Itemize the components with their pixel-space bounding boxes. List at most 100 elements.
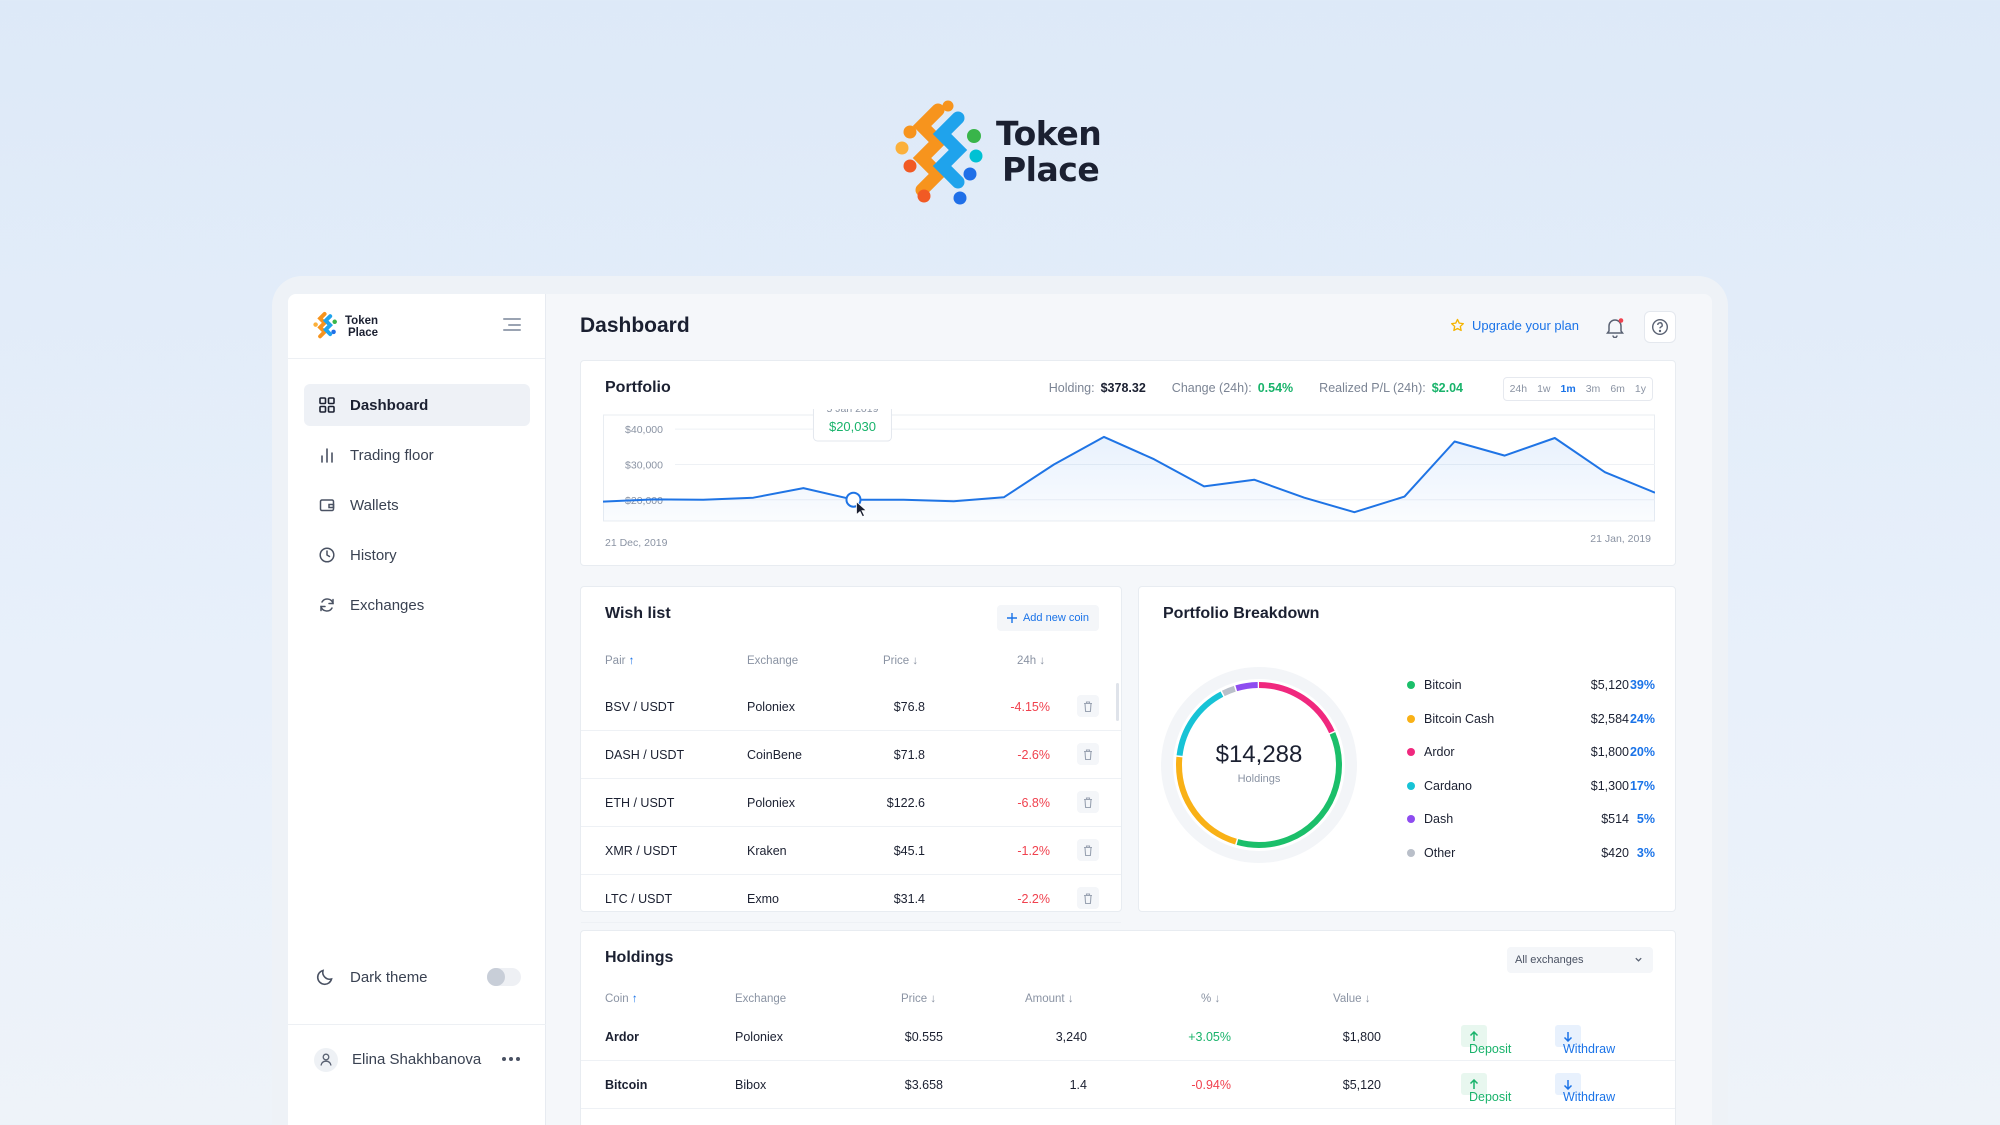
range-1w[interactable]: 1w <box>1537 383 1551 395</box>
chart-point[interactable] <box>797 482 809 494</box>
withdraw-button[interactable]: Withdraw <box>1555 1025 1615 1056</box>
add-new-coin-button[interactable]: Add new coin <box>996 605 1099 631</box>
range-6m[interactable]: 6m <box>1610 383 1625 395</box>
sidebar-item-wallets[interactable]: Wallets <box>304 484 530 526</box>
trash-icon[interactable] <box>1077 791 1099 813</box>
range-3m[interactable]: 3m <box>1585 383 1601 395</box>
sidebar-item-trading-floor[interactable]: Trading floor <box>304 434 530 476</box>
withdraw-button[interactable]: Withdraw <box>1555 1073 1615 1104</box>
holdings-price: $3.658 <box>904 1078 943 1092</box>
holding-value: $378.32 <box>1100 381 1146 395</box>
chart-point[interactable] <box>998 491 1010 503</box>
chart-point[interactable] <box>948 495 960 507</box>
tooltip-date: 5 Jan 2019 <box>826 409 878 415</box>
more-options-icon[interactable] <box>502 1057 520 1061</box>
trash-icon[interactable] <box>1077 695 1099 717</box>
chart-point[interactable] <box>898 494 910 506</box>
holdings-col-pct[interactable]: % ↓ <box>1201 993 1221 1005</box>
wishlist-row[interactable]: BSV / USDT Poloniex $76.8 -4.15% <box>581 683 1121 731</box>
chart-point[interactable] <box>647 493 659 505</box>
trash-icon[interactable] <box>1077 887 1099 909</box>
wishlist-change: -2.6% <box>1017 748 1050 762</box>
sort-icon: ↓ <box>930 993 937 1005</box>
donut-slice-bitcoin[interactable] <box>1176 682 1342 848</box>
breakdown-legend-row: Bitcoin $5,120 39% <box>1407 675 1655 695</box>
sidebar-brand-line-2: Place <box>348 327 379 339</box>
holdings-pct: -0.94% <box>1191 1078 1231 1092</box>
token-place-logo-mark <box>895 100 983 205</box>
range-1m[interactable]: 1m <box>1560 383 1576 395</box>
sidebar-wordmark: Token Place <box>345 315 378 339</box>
holding-label: Holding: <box>1048 381 1095 395</box>
chart-point[interactable] <box>1048 458 1060 470</box>
legend-value: $420 <box>1601 845 1629 860</box>
range-1y[interactable]: 1y <box>1634 383 1646 395</box>
wishlist-row[interactable]: XMR / USDT Kraken $45.1 -1.2% <box>581 827 1121 875</box>
legend-dot <box>1407 714 1415 723</box>
chart-point[interactable] <box>747 492 759 504</box>
sidebar-item-label: Trading floor <box>350 446 434 464</box>
user-profile[interactable]: Elina Shakhbanova <box>288 1024 546 1094</box>
holdings-price: $0.555 <box>904 1030 943 1044</box>
wishlist-scrollbar[interactable] <box>1116 683 1119 721</box>
holdings-col-value[interactable]: Value ↓ <box>1333 993 1371 1005</box>
deposit-label: Deposit <box>1469 1090 1512 1104</box>
trash-icon[interactable] <box>1077 743 1099 765</box>
portfolio-title: Portfolio <box>605 379 671 396</box>
chart-point[interactable] <box>1599 466 1611 478</box>
realized-pl-label: Realized P/L (24h): <box>1319 381 1426 395</box>
legend-name: Other <box>1424 845 1456 860</box>
grid-icon <box>318 396 336 414</box>
holdings-exchange: Bibox <box>735 1078 767 1092</box>
wishlist-row[interactable]: LTC / USDT Exmo $31.4 -2.2% <box>581 875 1121 923</box>
wishlist-row[interactable]: DASH / USDT CoinBene $71.8 -2.6% <box>581 731 1121 779</box>
wishlist-price: $31.4 <box>893 892 925 906</box>
holdings-col-price[interactable]: Price ↓ <box>901 993 937 1005</box>
sidebar-brand-line-1: Token <box>345 315 379 327</box>
upgrade-plan-link[interactable]: Upgrade your plan <box>1450 318 1579 333</box>
breakdown-legend-row: Cardano $1,300 17% <box>1407 776 1655 796</box>
legend-percent: 17% <box>1629 778 1655 793</box>
sidebar-item-label: Wallets <box>350 496 399 514</box>
sidebar-item-dashboard[interactable]: Dashboard <box>304 384 530 426</box>
deposit-button[interactable]: Deposit <box>1461 1025 1511 1056</box>
chart-point[interactable] <box>1098 431 1110 443</box>
help-icon <box>1651 318 1669 336</box>
sidebar-item-history[interactable]: History <box>304 534 530 576</box>
chart-point[interactable] <box>1399 491 1411 503</box>
change-value: 0.54% <box>1257 381 1294 395</box>
chart-point[interactable] <box>1499 450 1511 462</box>
chart-point[interactable] <box>1148 453 1160 465</box>
deposit-button[interactable]: Deposit <box>1461 1073 1511 1104</box>
holdings-amount: 3,240 <box>1055 1030 1087 1044</box>
chart-point[interactable] <box>1549 432 1561 444</box>
exchange-filter-select[interactable]: All exchanges <box>1507 947 1653 973</box>
chart-end-date: 21 Jan, 2019 <box>1590 533 1651 545</box>
notifications-bell-icon[interactable] <box>1604 316 1626 339</box>
holdings-col-amount[interactable]: Amount ↓ <box>1025 993 1074 1005</box>
donut-slice-bitcoin-cash[interactable] <box>1176 682 1342 848</box>
arrow-up-icon <box>1469 1030 1479 1041</box>
chart-point[interactable] <box>1298 492 1310 504</box>
chart-point[interactable] <box>1248 474 1260 486</box>
dark-theme-toggle[interactable] <box>487 968 521 986</box>
chart-point[interactable] <box>1348 506 1360 518</box>
wishlist-col-24h[interactable]: 24h ↓ <box>1017 655 1046 667</box>
chart-point[interactable] <box>697 494 709 506</box>
sidebar-logo-icon[interactable] <box>310 310 342 342</box>
holdings-col-coin[interactable]: Coin ↑ <box>605 993 638 1005</box>
range-24h[interactable]: 24h <box>1509 383 1528 395</box>
chart-point[interactable] <box>1449 436 1461 448</box>
chart-point[interactable] <box>1198 480 1210 492</box>
moon-icon <box>316 968 334 986</box>
wishlist-row[interactable]: ETH / USDT Poloniex $122.6 -6.8% <box>581 779 1121 827</box>
collapse-menu-icon[interactable] <box>503 318 521 335</box>
help-button[interactable] <box>1644 311 1676 343</box>
trash-icon[interactable] <box>1077 839 1099 861</box>
donut-slice-ardor[interactable] <box>1176 682 1342 848</box>
wishlist-col-pair[interactable]: Pair ↑ <box>605 655 635 667</box>
holdings-title: Holdings <box>605 949 674 966</box>
wishlist-col-price[interactable]: Price ↓ <box>883 655 919 667</box>
sidebar-item-exchanges[interactable]: Exchanges <box>304 584 530 626</box>
